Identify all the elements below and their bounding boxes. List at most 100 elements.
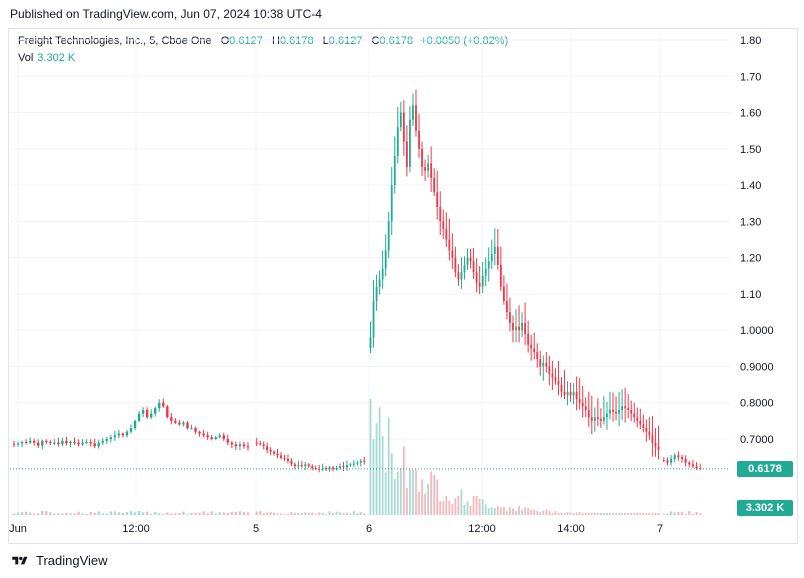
candle-body [290,460,293,465]
candle-body [45,440,48,442]
volume-bar [378,407,381,515]
price-axis[interactable]: 1.80 1.70 1.60 1.50 1.40 1.30 1.20 1.10 1.0000 0.… [740,35,774,446]
volume-bar [551,512,554,515]
candle-body [356,462,359,464]
volume-bar [356,513,359,515]
candle-body [378,279,381,287]
candle-body [590,417,593,421]
volume-label[interactable]: Vol [18,52,34,64]
volume-bar [502,507,505,515]
volume-bar [41,511,44,515]
candle-body [141,409,145,414]
volume-bar [214,513,217,515]
candle-body [557,380,560,385]
volume-bar [642,513,645,515]
candle-body [384,250,387,269]
volume-legend: Vol 3.302 K [18,52,75,64]
candle-body [654,442,657,447]
candle-body [349,464,352,466]
candle-body [618,409,620,414]
candle-body [202,433,205,436]
volume-bar [624,513,627,515]
volume-bar [162,513,165,515]
volume-bar [117,512,121,515]
volume-bar [226,512,230,515]
y-tick-label: 1.80 [740,35,761,47]
symbol-title[interactable]: Freight Technologies, Inc., 5, Cboe One [18,35,212,47]
candle-body [65,440,68,444]
candle-body [109,437,113,439]
candle-body [206,435,209,438]
chart-frame[interactable] [8,28,798,544]
y-tick-label: 1.0000 [740,325,774,337]
volume-bar [20,512,24,515]
candle-body [630,409,633,414]
candle-body [442,221,445,229]
volume-bar [493,508,496,515]
volume-bar [129,511,133,515]
volume-bar [487,508,490,515]
candle-body [545,362,548,367]
candle-body [133,420,137,429]
candle-body [642,424,645,429]
volume-bar [481,499,484,515]
open-label: O [220,35,230,47]
volume-bar [699,513,702,515]
volume-bar [499,507,502,515]
candle-body [279,455,283,458]
volume-bar [53,513,56,515]
y-tick-label: 1.70 [740,71,761,83]
volume-bar [695,512,698,515]
candle-body [515,326,517,331]
x-tick-label: Jun [9,523,27,535]
candle-body [418,130,420,149]
volume-bar [338,512,342,515]
candle-body [363,460,366,462]
last-price-label: 0.6178 [737,461,793,477]
time-axis[interactable]: Jun 12:00 5 6 12:00 14:00 7 [9,523,663,535]
volume-bar [536,511,539,515]
y-tick-label: 1.20 [740,253,761,265]
candle-body [521,322,523,331]
candle-body [493,246,496,255]
candle-body [409,119,411,167]
candle-body [73,441,76,443]
volume-bar [630,513,633,515]
candle-body [560,384,563,392]
y-tick-label: 1.40 [740,180,761,192]
volume-bar [178,512,181,515]
candle-body [129,428,133,432]
candle-body [524,322,527,334]
volume-bar [210,511,213,515]
candle-body [487,261,490,269]
volume-bar [688,511,691,515]
candle-body [246,446,250,448]
volume-bar [691,513,694,515]
volume-bar [269,511,272,515]
volume-bar [230,512,234,515]
volume-bar [222,512,225,515]
volume-bar [436,479,439,515]
volume-bar [45,511,48,515]
volume-bar [125,511,129,515]
volume-bar [433,474,436,515]
candle-body [293,464,296,467]
x-tick-label: 12:00 [468,523,496,535]
candle-body [460,272,463,280]
volume-bar [684,513,687,515]
candle-body [518,326,520,331]
volume-bar [512,508,514,515]
volume-bar [677,511,680,515]
volume-bar [234,511,238,515]
candle-body [677,455,680,458]
volume-bar [424,493,426,515]
candle-body [572,391,575,396]
volume-bar [581,513,584,515]
footer-brand[interactable]: TradingView [10,553,108,568]
candle-body [325,468,328,470]
candle-body [255,442,258,444]
volume-bar [121,512,125,515]
candle-body [121,433,125,436]
published-caption: Published on TradingView.com, Jun 07, 20… [10,7,322,21]
